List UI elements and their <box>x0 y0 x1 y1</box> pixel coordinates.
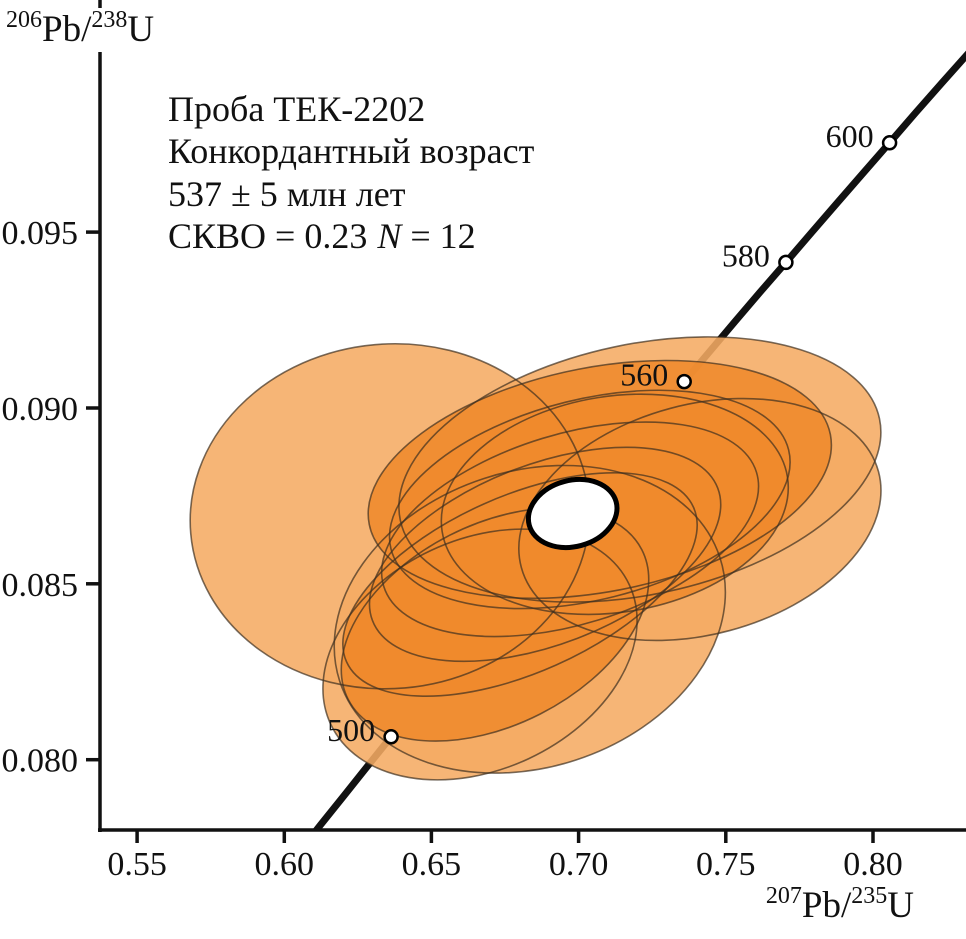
annotation-age-caption: Конкордантный возраст <box>168 131 535 172</box>
x-axis-title-sup2: 235 <box>851 883 888 909</box>
x-axis-title-base2: U <box>887 885 914 926</box>
error-ellipse-outline <box>368 446 722 663</box>
age-label: 500 <box>327 712 375 748</box>
error-ellipse-outline <box>440 393 790 616</box>
y-axis-title-base1: Pb/ <box>42 9 92 50</box>
y-tick-label: 0.095 <box>2 215 79 252</box>
age-marker <box>676 373 692 390</box>
error-ellipse-outline <box>342 472 698 697</box>
annotation-age-value: 537 ± 5 млн лет <box>168 173 406 214</box>
x-axis-title: 207Pb/235U <box>765 883 914 926</box>
x-tick-label: 0.60 <box>255 846 315 883</box>
age-label: 560 <box>620 357 668 393</box>
annotation-mswd-line: СКВО = 0.23 N = 12 <box>168 215 534 257</box>
age-marker <box>383 729 399 745</box>
error-ellipse-outline <box>388 389 791 610</box>
y-axis-title-base2: U <box>127 9 155 50</box>
age-label: 580 <box>722 237 770 273</box>
y-tick-label: 0.090 <box>2 391 79 428</box>
y-axis-title-sup1: 206 <box>6 7 42 33</box>
x-tick-label: 0.70 <box>549 846 609 883</box>
y-tick-label: 0.080 <box>2 743 79 780</box>
error-ellipse <box>341 508 649 742</box>
annotation-block: Проба ТЕК-2202 Конкордантный возраст 537… <box>168 88 534 258</box>
error-ellipse-outline <box>518 397 882 642</box>
x-tick-label: 0.65 <box>402 846 462 883</box>
x-axis-title-base1: Pb/ <box>801 885 852 926</box>
x-tick-label: 0.75 <box>696 846 756 883</box>
annotation-n-symbol: N <box>377 216 402 257</box>
age-label: 600 <box>826 118 874 154</box>
concordia-age-ellipse <box>525 476 620 551</box>
error-ellipse-outline <box>322 528 638 781</box>
x-tick-label: 0.55 <box>107 846 167 883</box>
annotation-n-value: = 12 <box>401 216 476 257</box>
error-ellipse-outline <box>367 359 833 600</box>
y-axis-title: 206Pb/238U <box>6 7 159 52</box>
annotation-sample-name: Проба ТЕК-2202 <box>168 89 426 129</box>
age-marker <box>881 135 898 151</box>
error-ellipse-outline <box>340 507 650 742</box>
annotation-mswd: СКВО = 0.23 <box>168 216 368 257</box>
error-ellipse-outline <box>333 464 727 774</box>
x-axis-title-sup1: 207 <box>765 883 802 909</box>
x-tick-label: 0.80 <box>843 846 903 883</box>
y-tick-label: 0.085 <box>2 567 79 604</box>
y-axis-title-sup2: 238 <box>91 7 128 33</box>
error-ellipse-outline <box>380 421 760 638</box>
age-marker <box>778 254 794 271</box>
